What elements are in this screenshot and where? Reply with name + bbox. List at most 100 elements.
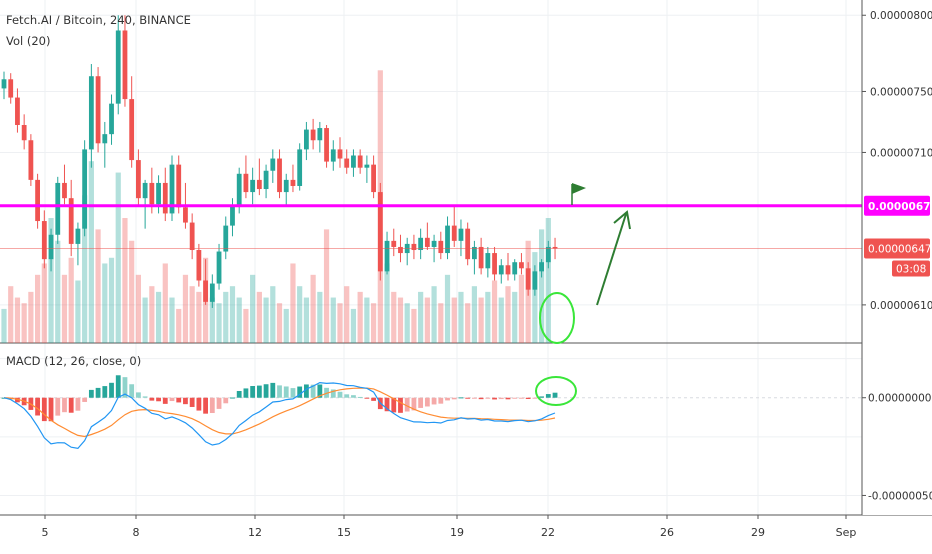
volume-bar xyxy=(391,292,396,343)
volume-bar xyxy=(492,281,497,343)
candle-body xyxy=(49,235,54,259)
macd-histogram-bar xyxy=(418,398,423,408)
volume-bar xyxy=(317,292,322,343)
macd-histogram-bar xyxy=(176,398,181,403)
volume-bar xyxy=(398,298,403,343)
time-axis-label: 26 xyxy=(660,526,674,539)
volume-bar xyxy=(405,303,410,343)
candle-body xyxy=(163,183,168,213)
volume-bar xyxy=(499,298,504,343)
candle-body xyxy=(506,265,511,274)
candle-body xyxy=(277,159,282,193)
macd-histogram-bar xyxy=(459,397,464,398)
candle-body xyxy=(391,241,396,247)
macd-histogram-bar xyxy=(398,398,403,413)
macd-histogram-bar xyxy=(230,398,235,399)
candle-body xyxy=(532,271,537,289)
volume-bar xyxy=(337,303,342,343)
volume-bar xyxy=(472,286,477,343)
macd-histogram-bar xyxy=(264,384,269,397)
macd-histogram-bar xyxy=(237,391,242,398)
volume-bar xyxy=(257,292,262,343)
volume-bar xyxy=(445,275,450,343)
volume-bar xyxy=(69,258,74,343)
annotations xyxy=(536,183,630,405)
candle-body xyxy=(190,223,195,250)
price-axis-label: 0.00000800 xyxy=(870,10,932,22)
macd-histogram-bar xyxy=(284,386,289,397)
candle-body xyxy=(371,165,376,192)
candle-body xyxy=(324,128,329,162)
candle-body xyxy=(492,253,497,274)
candle-body xyxy=(526,268,531,289)
candle-body xyxy=(257,180,262,189)
candle-body xyxy=(338,149,343,158)
macd-histogram-bar xyxy=(532,398,537,399)
macd-histogram-bar xyxy=(109,383,114,398)
candle-body xyxy=(291,180,296,186)
macd-histogram-bar xyxy=(156,398,161,402)
volume-bar xyxy=(425,298,430,343)
volume-bar xyxy=(431,286,436,343)
time-axis-label: 19 xyxy=(450,526,464,539)
candle-body xyxy=(183,207,188,222)
volume-bar xyxy=(22,303,27,343)
volume-bar xyxy=(8,286,13,343)
macd-histogram-bar xyxy=(244,388,249,397)
candle-body xyxy=(109,104,114,134)
macd-histogram-bar xyxy=(472,398,477,399)
candle-body xyxy=(385,241,390,271)
candle-body xyxy=(499,265,504,274)
candle-body xyxy=(15,98,20,125)
volume-bar xyxy=(129,241,134,343)
candle-body xyxy=(62,183,67,198)
macd-histogram-bar xyxy=(492,398,497,400)
macd-histogram-bar xyxy=(196,398,201,411)
resistance-price-label: 0.00000675 xyxy=(868,201,932,213)
candle-body xyxy=(459,229,464,241)
macd-histogram-bar xyxy=(485,398,490,399)
macd-histogram-bar xyxy=(250,386,255,398)
candle-body xyxy=(22,125,27,140)
macd-histogram-bar xyxy=(62,398,67,412)
candle-body xyxy=(284,180,289,192)
volume-bar xyxy=(505,286,510,343)
macd-histogram-bar xyxy=(143,396,148,397)
candle-body xyxy=(311,130,316,141)
time-axis-label: 5 xyxy=(42,526,49,539)
candle-body xyxy=(539,262,544,271)
macd-histogram-bar xyxy=(512,398,517,399)
macd-histogram-bar xyxy=(170,398,175,401)
volume-bar xyxy=(344,286,349,343)
volume-bar xyxy=(331,298,336,343)
macd-histogram-bar xyxy=(69,398,74,413)
volume-bar xyxy=(89,161,94,343)
macd-histogram-bar xyxy=(291,388,296,398)
candle-body xyxy=(55,183,60,235)
volume-bar xyxy=(15,298,20,343)
macd-histogram-bar xyxy=(136,392,141,397)
volume-bar xyxy=(156,292,161,343)
candle-body xyxy=(378,192,383,271)
macd-indicator-label: MACD (12, 26, close, 0) xyxy=(6,354,141,368)
price-axis-label: 0.00000750 xyxy=(870,86,932,98)
volume-bar xyxy=(270,286,275,343)
macd-histogram-bar xyxy=(203,398,208,414)
volume-bar xyxy=(458,292,463,343)
volume-bar xyxy=(465,303,470,343)
time-axis-label: 15 xyxy=(337,526,351,539)
macd-histogram-bar xyxy=(499,398,504,399)
candle-body xyxy=(196,250,201,280)
candle-body xyxy=(297,149,302,186)
volume-bar xyxy=(546,218,551,343)
macd-histogram-bar xyxy=(445,398,450,401)
candle-body xyxy=(479,247,484,268)
volume-bar xyxy=(479,298,484,343)
candle-body xyxy=(116,30,121,103)
macd-histogram-bar xyxy=(96,388,101,398)
macd-histogram-bar xyxy=(129,384,134,397)
candle-body xyxy=(304,130,309,150)
volume-bar xyxy=(136,275,141,343)
volume-bar xyxy=(223,292,228,343)
